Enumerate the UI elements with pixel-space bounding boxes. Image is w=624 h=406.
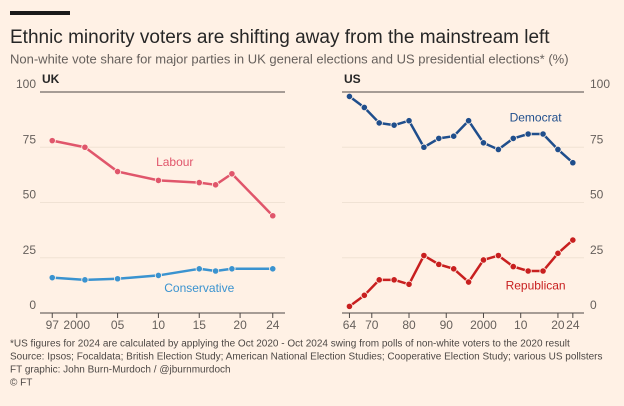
data-point bbox=[554, 249, 562, 257]
data-point bbox=[390, 121, 398, 129]
data-point bbox=[113, 167, 122, 176]
data-point bbox=[420, 143, 428, 151]
y-tick-label: 50 bbox=[23, 188, 37, 202]
data-point bbox=[345, 302, 354, 310]
x-tick-label: 10 bbox=[152, 318, 166, 332]
data-point bbox=[524, 267, 532, 275]
brand-bar bbox=[10, 11, 70, 15]
data-point bbox=[509, 134, 517, 143]
data-point bbox=[360, 103, 368, 112]
x-tick-label: 70 bbox=[365, 318, 379, 332]
x-tick-label: 05 bbox=[111, 318, 125, 332]
data-point bbox=[211, 181, 220, 189]
data-point bbox=[509, 262, 517, 271]
y-tick-label: 75 bbox=[590, 132, 604, 146]
data-point bbox=[228, 170, 236, 178]
data-point bbox=[48, 274, 56, 282]
series-line bbox=[348, 239, 574, 308]
data-point bbox=[569, 159, 577, 167]
series-label: Democrat bbox=[510, 111, 563, 125]
data-point bbox=[195, 179, 203, 187]
data-point bbox=[554, 145, 562, 154]
data-point bbox=[524, 130, 532, 138]
x-tick-label: 20 bbox=[551, 318, 565, 332]
series-label: Labour bbox=[156, 155, 193, 169]
source: Source: Ipsos; Focaldata; British Electi… bbox=[10, 352, 603, 363]
data-point bbox=[420, 251, 428, 260]
data-point bbox=[539, 267, 547, 275]
data-point bbox=[211, 267, 220, 275]
y-tick-label: 75 bbox=[23, 132, 37, 146]
data-point bbox=[360, 291, 368, 299]
data-point bbox=[464, 117, 473, 125]
data-point bbox=[479, 139, 488, 147]
data-point bbox=[81, 143, 89, 151]
data-point bbox=[375, 119, 383, 127]
y-tick-label: 50 bbox=[590, 188, 604, 202]
data-point bbox=[228, 265, 236, 273]
y-tick-label: 100 bbox=[16, 77, 36, 91]
x-tick-label: 2000 bbox=[470, 318, 497, 332]
series-label: Republican bbox=[506, 279, 566, 293]
x-tick-label: 90 bbox=[440, 318, 454, 332]
data-point bbox=[450, 265, 458, 273]
data-point bbox=[569, 236, 577, 244]
chart-subtitle: Non-white vote share for major parties i… bbox=[10, 51, 569, 66]
data-point bbox=[494, 145, 502, 154]
data-point bbox=[195, 265, 203, 273]
footnote: *US figures for 2024 are calculated by a… bbox=[10, 339, 570, 350]
data-point bbox=[435, 134, 443, 143]
x-tick-label: 64 bbox=[343, 318, 357, 332]
y-tick-label: 25 bbox=[23, 243, 37, 257]
x-tick-label: 80 bbox=[402, 318, 416, 332]
series-label: Conservative bbox=[164, 281, 234, 295]
data-point bbox=[479, 256, 488, 264]
x-tick-label: 24 bbox=[566, 318, 580, 332]
x-tick-label: 15 bbox=[193, 318, 207, 332]
data-point bbox=[269, 265, 277, 273]
chart-title: Ethnic minority voters are shifting away… bbox=[10, 27, 550, 48]
data-point bbox=[390, 276, 398, 284]
x-tick-label: 10 bbox=[514, 318, 528, 332]
panel-title: UK bbox=[42, 72, 60, 86]
data-point bbox=[81, 276, 89, 284]
data-point bbox=[269, 212, 277, 220]
data-point bbox=[48, 137, 56, 145]
series-line bbox=[348, 95, 574, 164]
data-point bbox=[345, 92, 354, 101]
data-point bbox=[405, 280, 413, 288]
data-point bbox=[375, 276, 383, 284]
data-point bbox=[154, 271, 163, 280]
panel-title: US bbox=[344, 72, 361, 86]
data-point bbox=[405, 117, 413, 125]
y-tick-label: 0 bbox=[590, 298, 597, 312]
x-tick-label: 97 bbox=[46, 318, 60, 332]
x-tick-label: 2000 bbox=[63, 318, 90, 332]
data-point bbox=[435, 260, 443, 268]
data-point bbox=[113, 275, 122, 283]
credit: FT graphic: John Burn-Murdoch / @jburnmu… bbox=[10, 365, 231, 376]
y-tick-label: 0 bbox=[29, 298, 36, 312]
y-tick-label: 25 bbox=[590, 243, 604, 257]
data-point bbox=[464, 278, 473, 286]
series-line bbox=[52, 139, 274, 217]
y-tick-label: 100 bbox=[590, 77, 610, 91]
data-point bbox=[539, 130, 547, 138]
data-point bbox=[154, 176, 163, 184]
copyright: © FT bbox=[10, 378, 32, 389]
x-tick-label: 24 bbox=[266, 318, 280, 332]
x-tick-label: 20 bbox=[233, 318, 247, 332]
data-point bbox=[450, 132, 458, 140]
data-point bbox=[494, 251, 502, 260]
